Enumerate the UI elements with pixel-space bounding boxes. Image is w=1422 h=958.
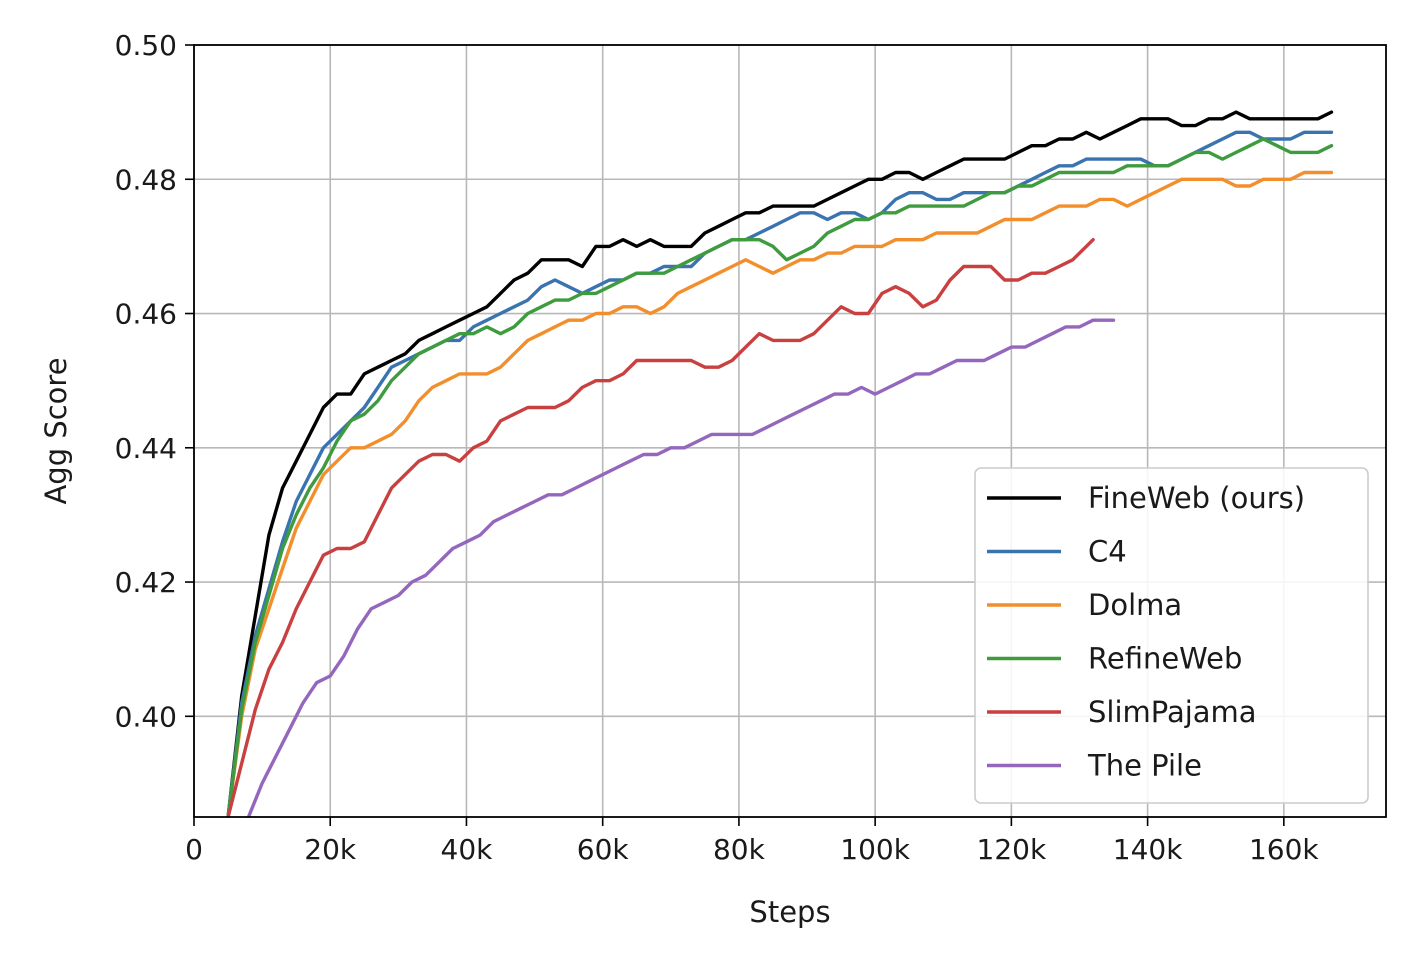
y-tick-label: 0.40 [115,700,177,733]
series-line-dolma [226,170,1334,817]
legend-label: C4 [1088,535,1127,569]
legend-label: Dolma [1088,588,1182,622]
x-tick-label: 20k [304,833,357,866]
legend: FineWeb (ours) C4 Dolma RefineWeb SlimPajama… [974,467,1369,804]
legend-label: RefineWeb [1088,642,1242,676]
x-tick-label: 0 [185,833,203,866]
y-axis-label: Agg Score [39,357,73,504]
legend-label: FineWeb (ours) [1088,481,1305,515]
y-tick-label: 0.50 [115,29,177,62]
axes-frame [193,44,1387,818]
series-line-slimpajama [226,238,1095,817]
x-tick-label: 160k [1249,833,1319,866]
legend-box [974,467,1369,804]
axis-ticks: 0 20k 40k 60k 80k 100k 120k 140k 160k 0.40 0.42 0.4… [115,29,1320,866]
series-line-the-pile [246,318,1116,817]
y-tick-label: 0.42 [115,566,177,599]
legend-label: SlimPajama [1088,695,1257,729]
series-line-fineweb-ours [226,110,1334,817]
x-tick-label: 100k [840,833,910,866]
y-tick-label: 0.48 [115,163,177,196]
x-tick-label: 80k [713,833,766,866]
series-line-c4 [226,130,1334,817]
y-tick-label: 0.44 [115,432,177,465]
series-line-refineweb [226,137,1334,817]
y-tick-label: 0.46 [115,298,177,331]
x-tick-label: 40k [441,833,494,866]
legend-label: The Pile [1087,749,1202,783]
x-tick-label: 60k [577,833,630,866]
x-tick-label: 140k [1113,833,1183,866]
x-tick-label: 120k [977,833,1047,866]
x-axis-label: Steps [749,895,830,929]
plot-area [226,110,1334,817]
